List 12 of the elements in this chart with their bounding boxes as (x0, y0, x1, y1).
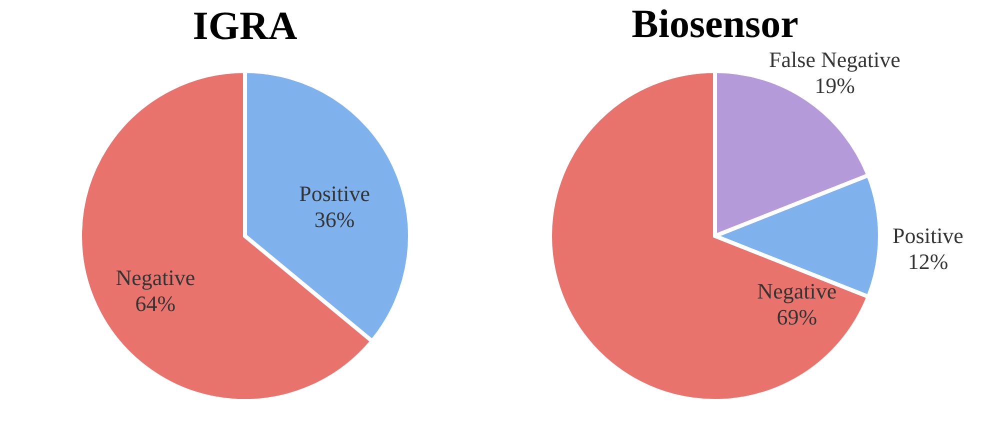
slice-label: Positive (892, 223, 964, 248)
data-label: 19% (814, 72, 855, 98)
slice-label: Negative (757, 278, 837, 304)
data-label: 36% (314, 206, 355, 232)
chart-title: IGRA (192, 3, 298, 48)
data-label: 69% (776, 304, 818, 330)
slice-label: False Negative (769, 46, 900, 72)
data-label: 12% (908, 249, 948, 274)
data-label: 64% (135, 291, 176, 316)
slice-label: Negative (116, 265, 196, 290)
chart-title: Biosensor (632, 0, 798, 46)
slice-label: Positive (299, 180, 370, 206)
